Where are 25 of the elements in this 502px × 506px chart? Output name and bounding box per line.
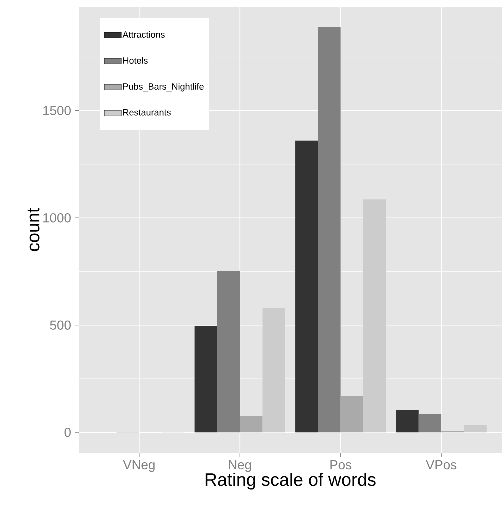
y-tick-label: 1500 — [43, 106, 71, 116]
y-tick-label: 1000 — [43, 213, 71, 223]
y-tick-label: 0 — [64, 428, 71, 438]
bar — [464, 425, 487, 433]
bar — [295, 140, 318, 433]
legend-label: Attractions — [122, 31, 165, 38]
x-tick-label: Pos — [330, 460, 352, 470]
x-axis-title: Rating scale of words — [206, 472, 376, 490]
bar — [396, 410, 419, 433]
legend-label: Hotels — [123, 57, 148, 64]
x-tick-label: Neg — [229, 460, 252, 472]
bar — [418, 414, 442, 433]
bar — [363, 200, 386, 433]
bar — [340, 396, 364, 433]
bar — [240, 416, 263, 433]
bar — [318, 26, 341, 433]
bar — [217, 272, 240, 433]
x-tick-label: VNeg — [123, 460, 155, 472]
legend-label: Pubs_Bars_Nightlife — [123, 83, 204, 92]
legend-label: Restaurants — [123, 110, 171, 116]
y-axis-title: count — [28, 208, 40, 252]
x-tick-label: VPos — [426, 460, 456, 470]
bar — [262, 308, 286, 433]
bar — [194, 326, 218, 433]
y-tick-label: 500 — [50, 320, 71, 330]
